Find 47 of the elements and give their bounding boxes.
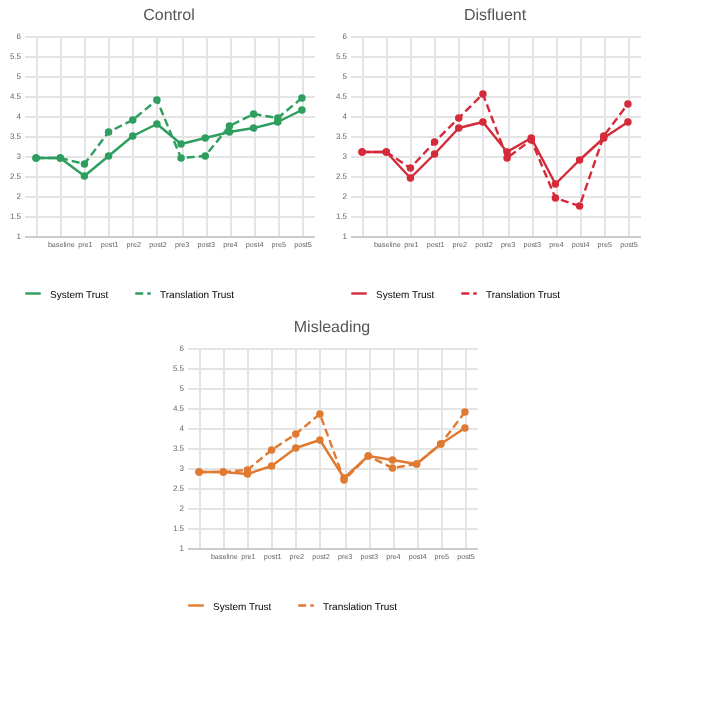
point (461, 424, 469, 432)
point (316, 436, 324, 444)
chart-title: Control (143, 6, 196, 24)
point (503, 148, 511, 156)
point (430, 138, 439, 146)
point (479, 90, 487, 98)
point (292, 444, 300, 452)
point (153, 120, 161, 128)
chart-title: Misleading (293, 318, 371, 336)
point (461, 408, 469, 416)
point (104, 128, 113, 136)
point (551, 180, 560, 188)
point (298, 106, 306, 114)
point (129, 116, 137, 124)
point (177, 154, 185, 162)
point (575, 156, 584, 164)
chart-title: Disfluent (463, 6, 528, 24)
point (177, 140, 185, 148)
point (292, 430, 300, 438)
point (201, 152, 209, 160)
point (406, 174, 415, 182)
point (575, 202, 584, 210)
point (455, 114, 463, 122)
point (503, 154, 511, 162)
point (225, 122, 234, 130)
point (624, 100, 632, 108)
point (406, 164, 415, 172)
point (80, 172, 89, 180)
point (104, 152, 113, 160)
point (80, 160, 89, 168)
point (249, 124, 258, 132)
point (455, 124, 463, 132)
point (316, 410, 324, 418)
point (388, 456, 397, 464)
point (388, 464, 397, 472)
point (298, 94, 306, 102)
point (267, 446, 276, 454)
point (551, 194, 560, 202)
point (430, 150, 439, 158)
point (624, 118, 632, 126)
point (225, 128, 234, 136)
point (479, 118, 487, 126)
point (153, 96, 161, 104)
point (201, 134, 209, 142)
point (129, 132, 137, 140)
point (267, 462, 276, 470)
point (249, 110, 258, 118)
